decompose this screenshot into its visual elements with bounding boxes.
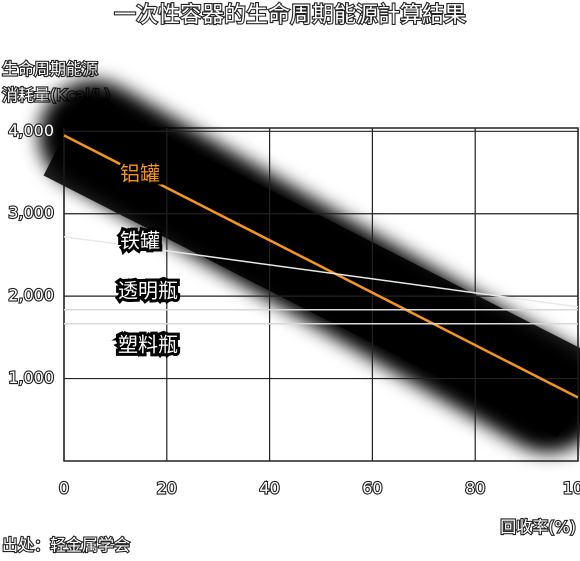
x-axis-label: 回收率(%) [500,518,576,537]
series-label: 透明瓶 [118,279,178,303]
series-label: 铝罐 [120,162,160,186]
x-tick-label: 20 [157,479,177,498]
y-axis-label: 生命周期能源 [2,60,98,79]
x-tick-label: 80 [465,479,485,498]
x-tick-label: 40 [259,479,279,498]
x-tick-label: 0 [59,479,69,498]
series-line [63,134,579,399]
source: 出处：轻金属学会 [2,536,130,555]
series-line [63,236,579,308]
series-label: 铁罐 [120,229,160,253]
y-tick-label: 1,000 [8,368,54,387]
x-tick-label: 60 [362,479,382,498]
chart-title: 一次性容器的生命周期能源計算結果 [114,3,466,28]
series-label: 塑料瓶 [118,333,178,357]
y-tick-label: 4,000 [8,121,54,140]
x-tick-label: 100 [563,479,580,498]
y-tick-label: 2,000 [8,286,54,305]
y-tick-label: 3,000 [8,203,54,222]
